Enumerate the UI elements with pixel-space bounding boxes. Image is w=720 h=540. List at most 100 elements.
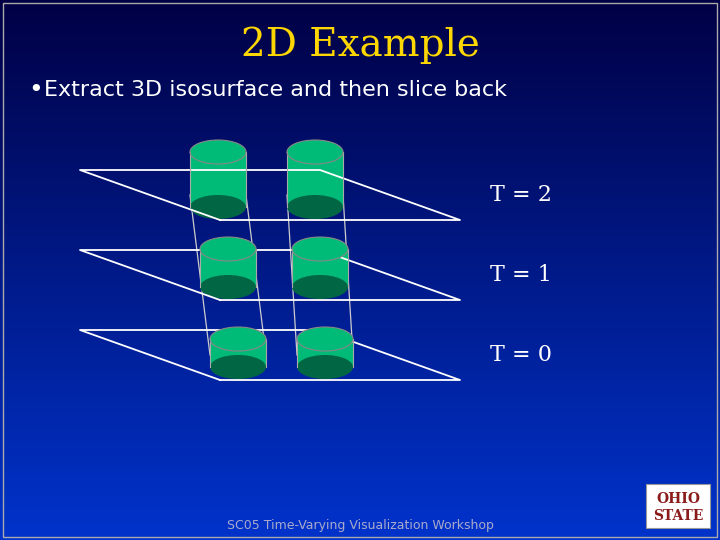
Bar [0, 3, 720, 9]
Ellipse shape [287, 195, 343, 219]
Polygon shape [292, 249, 348, 287]
Bar [0, 319, 720, 324]
Bar [0, 323, 720, 328]
Bar [0, 215, 720, 220]
Text: 2D Example: 2D Example [240, 26, 480, 64]
Ellipse shape [200, 275, 256, 299]
Bar [0, 292, 720, 297]
Bar [0, 35, 720, 40]
Bar [0, 498, 720, 504]
Text: OHIO: OHIO [656, 491, 700, 505]
Bar [0, 471, 720, 477]
Bar [646, 484, 710, 528]
Bar [0, 314, 720, 320]
Polygon shape [200, 249, 256, 287]
Bar [0, 188, 720, 193]
Bar [0, 346, 720, 351]
Bar [0, 413, 720, 418]
Bar [0, 260, 720, 266]
Bar [0, 489, 720, 495]
Bar [0, 107, 720, 112]
Bar [0, 444, 720, 450]
Bar [0, 332, 720, 338]
Bar [0, 76, 720, 81]
Bar [0, 80, 720, 85]
Bar [0, 39, 720, 45]
Bar [0, 350, 720, 355]
Bar [0, 273, 720, 279]
Bar [0, 458, 720, 463]
Bar [0, 341, 720, 347]
Polygon shape [297, 339, 353, 367]
Bar [0, 363, 720, 369]
Bar [0, 161, 720, 166]
Bar [0, 228, 720, 234]
Ellipse shape [190, 140, 246, 164]
Bar [0, 138, 720, 144]
Bar [0, 481, 720, 486]
Ellipse shape [292, 237, 348, 261]
Text: T = 0: T = 0 [490, 344, 552, 366]
Bar [0, 0, 720, 4]
Bar [0, 535, 720, 540]
Bar [0, 120, 720, 126]
Bar [0, 503, 720, 509]
Bar [0, 435, 720, 441]
Bar [0, 525, 720, 531]
Text: SC05 Time-Varying Visualization Workshop: SC05 Time-Varying Visualization Workshop [227, 519, 493, 532]
Bar [0, 251, 720, 256]
Polygon shape [287, 152, 343, 207]
Bar [0, 269, 720, 274]
Bar [0, 147, 720, 153]
Bar [0, 300, 720, 306]
Bar [0, 417, 720, 423]
Bar [0, 130, 720, 135]
Ellipse shape [287, 140, 343, 164]
Text: T = 1: T = 1 [490, 264, 552, 286]
Bar [0, 170, 720, 176]
Bar [0, 462, 720, 468]
Polygon shape [210, 339, 266, 367]
Bar [0, 521, 720, 526]
Bar [0, 179, 720, 185]
Bar [0, 103, 720, 108]
Bar [0, 386, 720, 391]
Text: •: • [28, 78, 42, 102]
Bar [0, 44, 720, 50]
Bar [0, 224, 720, 230]
Ellipse shape [210, 355, 266, 379]
Ellipse shape [297, 327, 353, 351]
Bar [0, 327, 720, 333]
Bar [0, 309, 720, 315]
Ellipse shape [210, 327, 266, 351]
Bar [0, 265, 720, 270]
Bar [0, 233, 720, 239]
Bar [0, 427, 720, 432]
Bar [0, 494, 720, 500]
Bar [0, 192, 720, 198]
Bar [0, 111, 720, 117]
Bar [0, 53, 720, 58]
Bar [0, 282, 720, 288]
Bar [0, 381, 720, 387]
Bar [0, 66, 720, 72]
Ellipse shape [190, 195, 246, 219]
Bar [0, 57, 720, 63]
Bar [0, 296, 720, 301]
Bar [0, 390, 720, 396]
Bar [0, 211, 720, 216]
Bar [0, 400, 720, 405]
Bar [0, 305, 720, 310]
Bar [0, 84, 720, 90]
Bar [0, 152, 720, 158]
Bar [0, 508, 720, 513]
Bar [0, 219, 720, 225]
Bar [0, 377, 720, 382]
Bar [0, 201, 720, 207]
Polygon shape [190, 152, 246, 207]
Bar [0, 98, 720, 104]
Bar [0, 17, 720, 23]
Text: STATE: STATE [653, 509, 703, 523]
Bar [0, 49, 720, 54]
Bar [0, 255, 720, 261]
